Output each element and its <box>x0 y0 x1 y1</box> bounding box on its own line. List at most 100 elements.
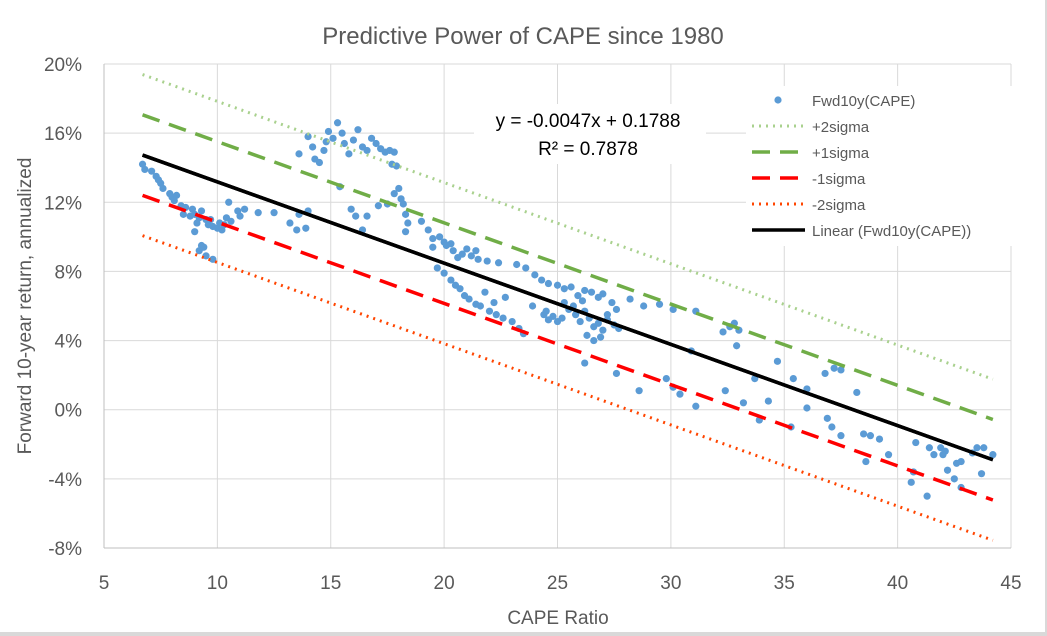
legend-label-1sigma: +1sigma <box>812 145 870 162</box>
legend-marker-fwd10y-cape <box>774 96 782 104</box>
data-point <box>349 136 358 144</box>
y-tick-label: 8% <box>55 262 83 283</box>
legend: Fwd10y(CAPE) +2sigma +1sigma -1sigma -2sigma… <box>746 86 1030 246</box>
data-point <box>721 387 729 395</box>
x-tick-label: 25 <box>547 573 568 594</box>
data-point <box>977 470 986 478</box>
data-point <box>719 328 727 336</box>
data-point <box>363 146 371 155</box>
data-point <box>508 317 516 326</box>
data-point <box>193 219 201 227</box>
data-point <box>522 264 530 272</box>
data-point <box>553 281 562 289</box>
data-point <box>467 252 475 260</box>
legend-label-2sigma: +2sigma <box>812 119 870 136</box>
data-point <box>494 259 503 267</box>
data-point <box>599 326 607 334</box>
data-point <box>227 217 235 225</box>
data-point <box>476 302 485 310</box>
data-point <box>456 285 464 293</box>
series-line-1sigma <box>141 113 994 422</box>
x-tick-label: 10 <box>207 573 228 594</box>
data-point <box>538 276 546 284</box>
data-point <box>764 397 772 405</box>
data-point <box>338 129 346 137</box>
data-point <box>866 432 875 440</box>
data-point <box>594 319 602 327</box>
data-point <box>179 210 187 218</box>
trendline-equation: y = -0.0047x + 0.1788 <box>496 111 681 132</box>
data-point <box>528 302 537 310</box>
data-point <box>374 202 382 210</box>
data-point <box>293 226 301 234</box>
data-point <box>578 297 587 305</box>
data-point <box>340 139 348 148</box>
legend-label-2sigma: -2sigma <box>812 197 866 214</box>
data-point <box>860 430 868 438</box>
data-point <box>363 212 371 220</box>
data-point <box>429 234 437 243</box>
y-tick-label: 20% <box>44 55 82 76</box>
data-point <box>558 314 566 322</box>
data-point <box>463 245 471 253</box>
data-point <box>603 311 611 319</box>
data-point <box>270 209 278 217</box>
data-point <box>401 210 410 218</box>
x-tick-label: 45 <box>1000 573 1021 594</box>
data-point <box>875 435 884 443</box>
data-point <box>354 126 362 134</box>
y-tick-label: 4% <box>55 332 83 353</box>
data-point <box>612 369 621 378</box>
data-point <box>447 276 455 284</box>
data-point <box>499 314 507 322</box>
data-point <box>197 207 206 215</box>
data-point <box>254 209 262 217</box>
data-point <box>395 184 403 193</box>
r-squared: R² = 0.7878 <box>538 139 638 160</box>
data-point <box>474 255 482 263</box>
data-point <box>596 333 605 341</box>
data-point <box>973 444 981 452</box>
data-point <box>853 388 861 397</box>
data-point <box>390 148 398 156</box>
data-point <box>669 305 677 314</box>
data-point <box>626 295 634 303</box>
data-point <box>560 285 568 293</box>
data-point <box>925 444 933 452</box>
data-point <box>581 359 589 367</box>
data-point <box>612 305 621 314</box>
data-point <box>492 311 500 319</box>
data-point <box>640 302 648 310</box>
data-point <box>662 375 670 383</box>
data-point <box>513 260 521 269</box>
series-lines <box>141 73 994 542</box>
data-point <box>465 295 473 303</box>
data-point <box>599 290 607 298</box>
legend-label-linear-fwd10y-cape: Linear (Fwd10y(CAPE)) <box>812 223 971 240</box>
data-point <box>481 288 489 296</box>
data-point <box>295 150 303 158</box>
data-point <box>939 451 947 459</box>
y-axis-title: Forward 10-year return, annualized <box>15 158 36 455</box>
x-tick-label: 20 <box>434 573 455 594</box>
x-tick-label: 40 <box>887 573 908 594</box>
equation-background <box>474 104 706 164</box>
y-tick-label: 12% <box>44 193 82 214</box>
data-point <box>821 369 829 378</box>
data-point <box>195 247 203 255</box>
data-point <box>950 475 958 483</box>
data-point <box>608 298 616 307</box>
data-point <box>324 127 333 136</box>
data-point <box>447 240 455 248</box>
data-point <box>923 492 931 500</box>
data-point <box>572 311 580 319</box>
trendline-equation-box: y = -0.0047x + 0.1788 R² = 0.7878 <box>474 104 706 164</box>
data-point <box>302 224 310 232</box>
data-point <box>501 293 509 301</box>
data-point <box>542 307 550 315</box>
data-point <box>692 402 700 410</box>
data-point <box>236 212 244 220</box>
data-point <box>930 451 938 459</box>
data-point <box>186 212 194 220</box>
